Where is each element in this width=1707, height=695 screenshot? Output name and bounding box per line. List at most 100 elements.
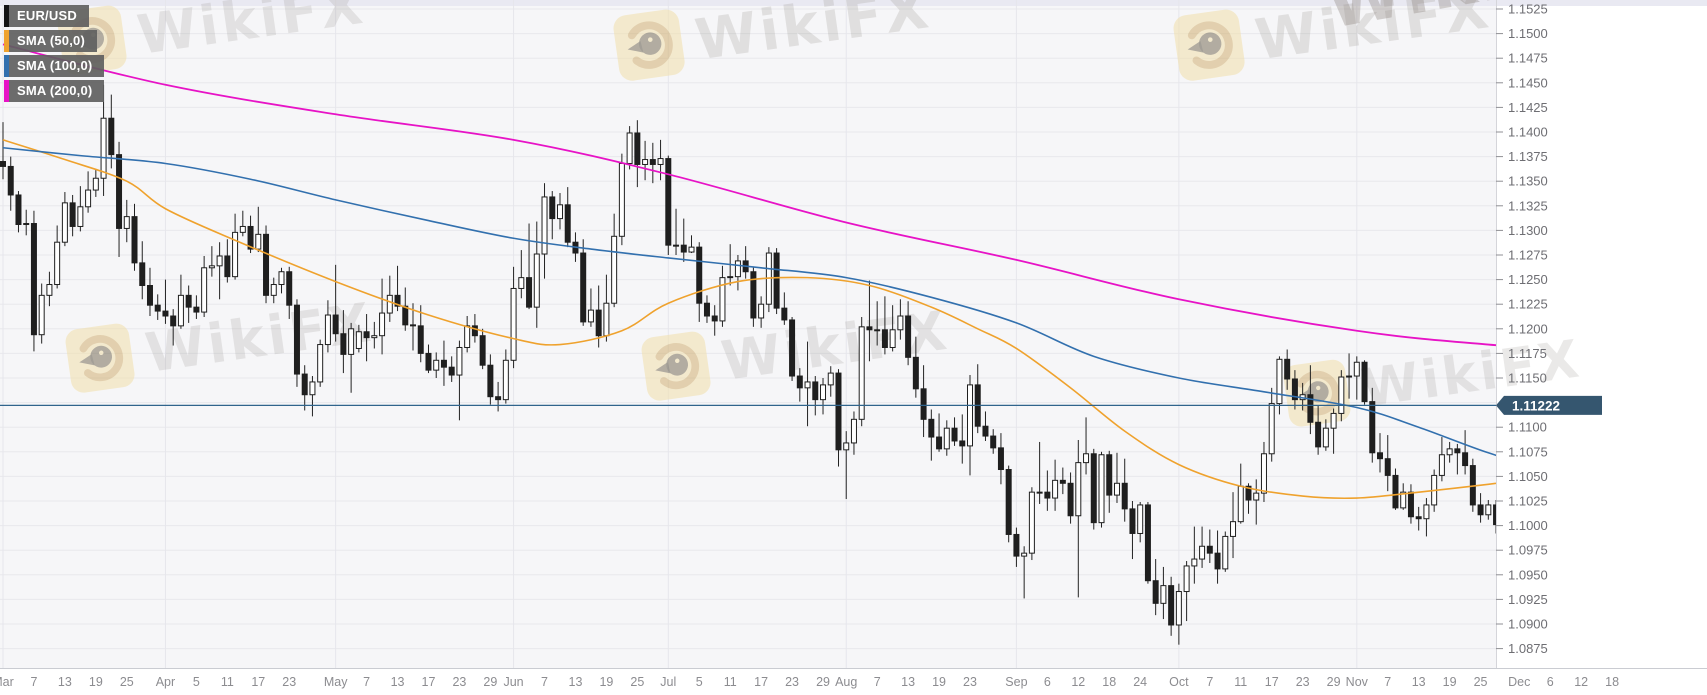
time-axis-label: Aug bbox=[835, 675, 857, 689]
time-axis-label: 18 bbox=[1102, 675, 1116, 689]
candle bbox=[1113, 452, 1120, 503]
candle bbox=[239, 210, 246, 237]
candle bbox=[858, 316, 865, 427]
sma-line-200 bbox=[2, 43, 1496, 347]
candle bbox=[990, 429, 997, 454]
candle bbox=[750, 266, 757, 327]
candle bbox=[1415, 506, 1422, 531]
candle bbox=[348, 322, 355, 393]
candle bbox=[1392, 468, 1399, 510]
candle bbox=[1384, 435, 1391, 492]
candle bbox=[897, 299, 904, 340]
time-axis-label: 25 bbox=[630, 675, 644, 689]
time-axis-label: 29 bbox=[816, 675, 830, 689]
time-axis-label: Mar bbox=[0, 675, 14, 689]
price-axis[interactable]: 1.1525 1.1500 1.1475 1.1450 1.1425 1.1400 1.13… bbox=[1496, 2, 1548, 657]
price-axis-label: 1.1450 bbox=[1508, 75, 1548, 90]
time-axis-label: 17 bbox=[251, 675, 265, 689]
candle bbox=[394, 265, 401, 312]
candle bbox=[1338, 370, 1345, 422]
legend-item-sma-200-0[interactable]: SMA (200,0) bbox=[4, 80, 105, 102]
candle bbox=[1330, 408, 1337, 454]
candle bbox=[1462, 430, 1469, 475]
candle bbox=[379, 278, 386, 355]
candle bbox=[139, 241, 146, 300]
price-axis-label: 1.1150 bbox=[1508, 371, 1547, 386]
time-axis-label: 23 bbox=[282, 675, 296, 689]
candle bbox=[734, 255, 741, 291]
candle bbox=[332, 264, 339, 342]
time-axis-label: Jul bbox=[660, 675, 676, 689]
candle bbox=[1160, 566, 1167, 620]
candle bbox=[7, 156, 14, 211]
time-axis-label: 13 bbox=[901, 675, 915, 689]
price-axis-label: 1.0975 bbox=[1508, 543, 1548, 558]
candle bbox=[487, 354, 494, 405]
legend-color-bar bbox=[4, 80, 9, 102]
candle bbox=[866, 280, 873, 362]
candle bbox=[69, 194, 76, 237]
candle bbox=[812, 376, 819, 416]
price-axis-label: 1.1075 bbox=[1508, 444, 1548, 459]
price-axis-label: 1.1475 bbox=[1508, 51, 1548, 66]
candle bbox=[703, 295, 710, 323]
candle bbox=[1400, 483, 1407, 510]
candle bbox=[108, 94, 115, 169]
candle bbox=[1183, 561, 1190, 622]
candle bbox=[1168, 576, 1175, 636]
candle bbox=[123, 199, 130, 243]
plot-background bbox=[0, 0, 1496, 668]
candle bbox=[1098, 451, 1105, 528]
candle bbox=[1013, 527, 1020, 567]
candle bbox=[564, 187, 571, 248]
data-layer bbox=[0, 43, 1496, 645]
candle bbox=[317, 339, 324, 387]
candle bbox=[1106, 450, 1113, 513]
legend-item-label: SMA (50,0) bbox=[17, 33, 85, 48]
price-axis-label: 1.1350 bbox=[1508, 174, 1548, 189]
legend-item-label: EUR/USD bbox=[17, 8, 77, 23]
price-axis-label: 1.1300 bbox=[1508, 223, 1548, 238]
candle bbox=[309, 376, 316, 417]
candle bbox=[1121, 458, 1128, 522]
legend-item-sma-50-0[interactable]: SMA (50,0) bbox=[4, 30, 97, 52]
candle bbox=[1369, 387, 1376, 463]
candle bbox=[587, 288, 594, 327]
candle bbox=[781, 292, 788, 325]
candle bbox=[1044, 470, 1051, 511]
wikifx-logo-icon bbox=[641, 331, 711, 401]
price-axis-label: 1.1025 bbox=[1508, 494, 1548, 509]
candle bbox=[696, 242, 703, 322]
candle bbox=[758, 296, 765, 328]
candle bbox=[967, 375, 973, 476]
candle bbox=[162, 279, 169, 324]
candle bbox=[1361, 360, 1368, 405]
legend-item-sma-100-0[interactable]: SMA (100,0) bbox=[4, 55, 105, 77]
candle bbox=[1036, 441, 1043, 504]
price-axis-label: 1.1100 bbox=[1508, 420, 1547, 435]
candle bbox=[1493, 500, 1496, 534]
candle bbox=[293, 299, 300, 387]
price-axis-label: 1.1275 bbox=[1508, 248, 1548, 263]
candle bbox=[363, 314, 370, 362]
time-axis-label: 7 bbox=[1206, 675, 1213, 689]
candle bbox=[1005, 465, 1012, 543]
price-axis-label: 1.1200 bbox=[1508, 321, 1548, 336]
candle bbox=[618, 153, 625, 246]
time-axis-label: 11 bbox=[221, 675, 234, 689]
candle bbox=[1423, 498, 1430, 537]
candle bbox=[626, 126, 633, 170]
time-axis[interactable]: Mar 7 13 19 25 Apr 5 11 17 23 May 7 13 17 23 29 Jun 7 13 19… bbox=[0, 675, 1619, 689]
candle bbox=[355, 324, 362, 353]
candle bbox=[835, 369, 842, 467]
candle bbox=[208, 246, 215, 277]
time-axis-label: 23 bbox=[1296, 675, 1310, 689]
candle bbox=[263, 225, 270, 304]
time-axis-label: 19 bbox=[89, 675, 103, 689]
legend-item-eur-usd[interactable]: EUR/USD bbox=[4, 5, 89, 27]
time-axis-label: 13 bbox=[391, 675, 405, 689]
time-axis-label: 7 bbox=[874, 675, 881, 689]
time-axis-label: 11 bbox=[1234, 675, 1247, 689]
